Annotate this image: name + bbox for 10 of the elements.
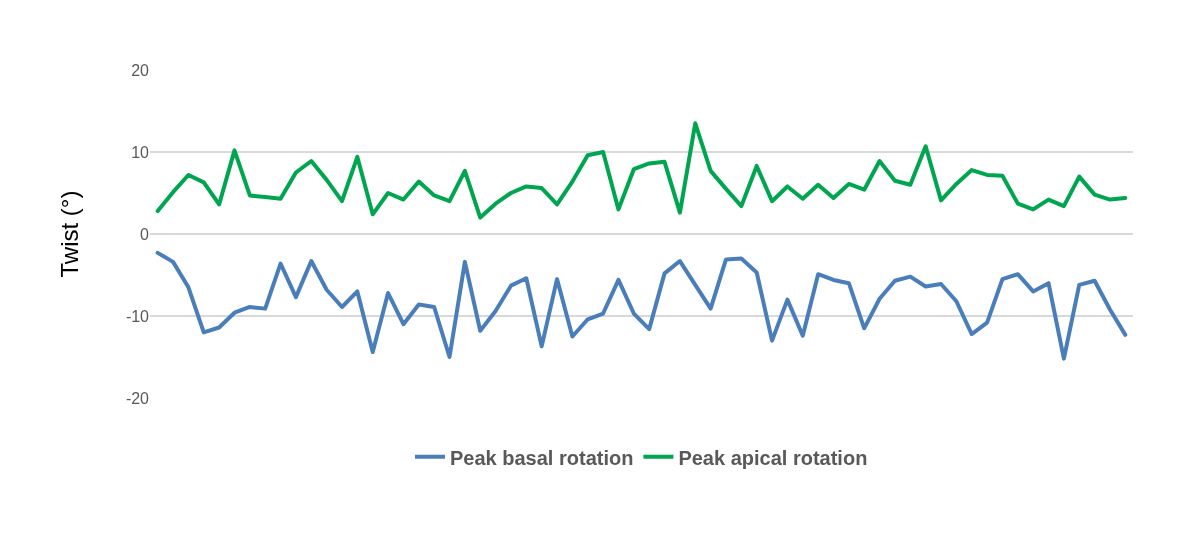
y-tick-label: -10 xyxy=(125,307,150,325)
legend-label: Peak apical rotation xyxy=(678,446,868,469)
y-tick-label: -20 xyxy=(125,389,150,407)
legend-label: Peak basal rotation xyxy=(450,446,634,469)
line-series xyxy=(155,250,1128,361)
line-series xyxy=(155,121,1128,220)
y-axis-title: Twist (°) xyxy=(55,190,83,278)
y-tick-label: 0 xyxy=(140,225,150,243)
y-tick-label: 20 xyxy=(131,61,150,79)
y-tick-label: 10 xyxy=(131,143,150,161)
